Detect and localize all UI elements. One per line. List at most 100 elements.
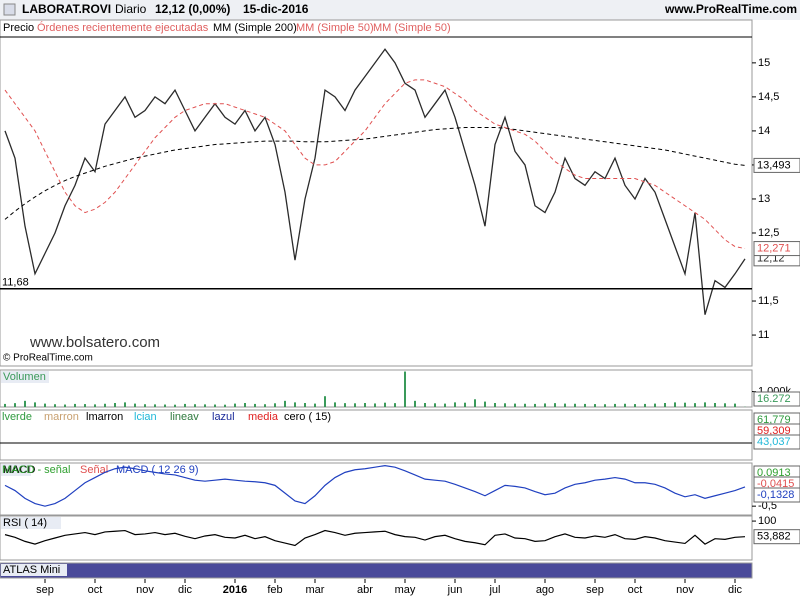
x-tick-label: ago [536, 584, 554, 596]
value-label: 53,882 [757, 531, 791, 543]
value-label: 43,037 [757, 436, 791, 448]
bar [434, 403, 436, 407]
bar [354, 403, 356, 407]
legend-item: media [248, 411, 279, 423]
line [4, 464, 746, 507]
bar [424, 402, 426, 407]
bar [584, 403, 586, 407]
x-tick-label: 2016 [223, 584, 247, 596]
support-label: 11,68 [2, 277, 29, 289]
panel [0, 562, 753, 579]
value-label: 0.0913 [757, 467, 791, 479]
panel-title-bg [1, 564, 67, 576]
bar [44, 403, 46, 407]
period: Diario [115, 2, 147, 16]
bar [714, 402, 716, 407]
bar [404, 371, 406, 407]
bar [464, 402, 466, 407]
bar [34, 402, 36, 407]
bar [134, 403, 136, 407]
value-label: 59,309 [757, 425, 791, 437]
bar [244, 402, 246, 407]
x-tick-label: abr [357, 584, 373, 596]
legend-item: MM (Simple 50) [296, 22, 374, 34]
bar [394, 403, 396, 407]
panel-title-bg [1, 464, 31, 476]
bar [384, 402, 386, 407]
bar [174, 404, 176, 407]
bar [644, 403, 646, 407]
bar [254, 403, 256, 407]
value-label: 12,271 [757, 242, 791, 254]
bar [144, 404, 146, 407]
bar [604, 404, 606, 407]
panel [0, 409, 753, 461]
bar [224, 404, 226, 407]
x-tick-label: jun [447, 584, 463, 596]
bar [444, 403, 446, 407]
bar [474, 399, 476, 407]
bar [664, 402, 666, 407]
header-bar [0, 0, 800, 20]
bar [184, 403, 186, 407]
x-tick-label: sep [586, 584, 604, 596]
panel [0, 462, 753, 516]
bar [414, 400, 416, 407]
bar [624, 403, 626, 407]
legend-item: lverde [2, 411, 32, 423]
bar [204, 404, 206, 407]
bar [504, 403, 506, 407]
bar [544, 403, 546, 407]
line [4, 79, 746, 250]
bar [344, 403, 346, 407]
y-tick-label: -0,5 [758, 500, 777, 512]
bar [484, 401, 486, 407]
main-panel [0, 19, 753, 367]
bar [694, 403, 696, 407]
symbol: LABORAT.ROVI [22, 2, 111, 16]
bar [454, 402, 456, 407]
y-tick-label: 14 [758, 125, 770, 137]
value-box [753, 157, 800, 173]
x-tick-label: oct [88, 584, 103, 596]
bar [24, 400, 26, 407]
value-box [753, 241, 800, 257]
legend-item: MACD - señal [2, 464, 70, 476]
bar [594, 404, 596, 407]
bar [324, 396, 326, 407]
bar [314, 403, 316, 407]
bar [534, 403, 536, 407]
x-tick-label: feb [267, 584, 282, 596]
bar [154, 404, 156, 407]
bar [84, 404, 86, 407]
panel-title: RSI ( 14) [3, 517, 47, 529]
y-tick-label: 15 [758, 57, 770, 69]
x-tick-label: may [395, 584, 416, 596]
value-box [753, 529, 800, 545]
bar [494, 402, 496, 407]
panel [0, 515, 753, 561]
icon [3, 3, 16, 16]
x-tick-label: nov [676, 584, 694, 596]
bar [94, 404, 96, 407]
panel-title: MACD [3, 464, 35, 476]
x-tick-label: jul [488, 584, 500, 596]
y-tick-label: 100 [758, 515, 776, 527]
value-box [753, 391, 800, 407]
bar [54, 404, 56, 407]
x-tick-label: oct [628, 584, 643, 596]
bar [654, 403, 656, 407]
legend-item: Órdenes recientemente ejecutadas [37, 21, 209, 34]
panel-title-bg [1, 371, 49, 383]
bar [304, 402, 306, 407]
line [4, 529, 746, 547]
bar [334, 402, 336, 407]
site: www.ProRealTime.com [664, 2, 797, 16]
value-label: 13,493 [757, 159, 791, 171]
value-label: -0,1328 [757, 489, 794, 501]
x-tick-label: sep [36, 584, 54, 596]
bar [734, 403, 736, 407]
bar [214, 404, 216, 407]
